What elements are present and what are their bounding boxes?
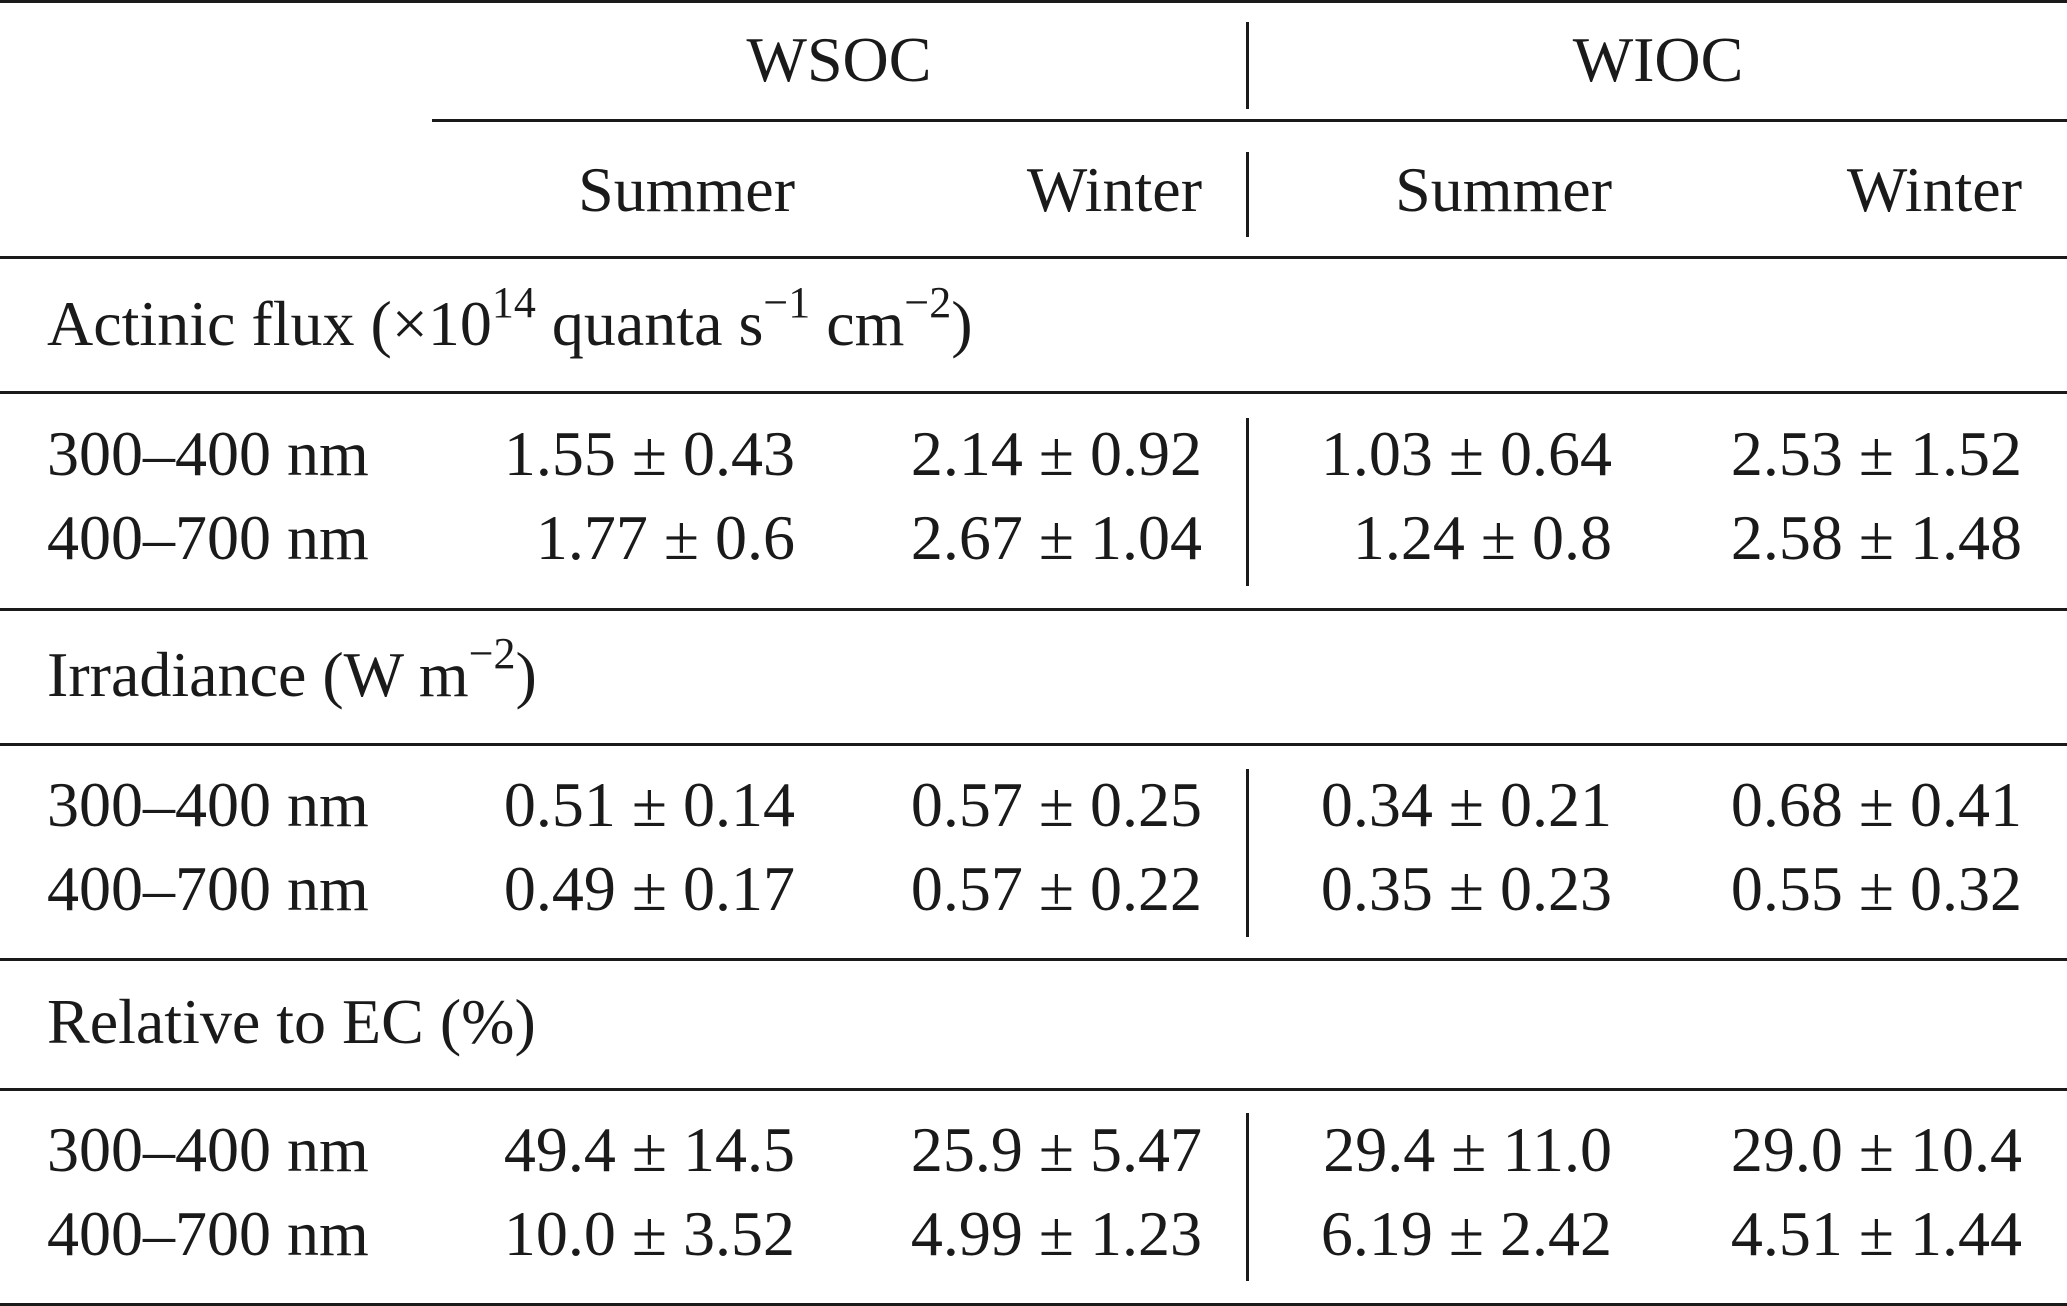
value-cell: 2.53 ± 1.52 [1730, 418, 2022, 489]
group-underline [432, 119, 2067, 122]
value-cell: 29.4 ± 11.0 [1323, 1114, 1612, 1185]
value-cell: 4.51 ± 1.44 [1730, 1198, 2022, 1269]
value-cell: 0.57 ± 0.25 [910, 769, 1202, 840]
top-rule [0, 0, 2067, 3]
value-cell: 0.57 ± 0.22 [910, 853, 1202, 924]
group-separator [1246, 22, 1249, 109]
section-1-end-rule [0, 608, 2067, 611]
header-rule [0, 256, 2067, 259]
value-cell: 0.34 ± 0.21 [1320, 769, 1612, 840]
section-title-irradiance: Irradiance (W m−2) [47, 628, 537, 710]
section-title-actinic-flux: Actinic flux (×1014 quanta s−1 cm−2) [47, 277, 973, 359]
section-title-relative-to-ec: Relative to EC (%) [47, 986, 536, 1057]
value-cell: 29.0 ± 10.4 [1730, 1114, 2022, 1185]
value-cell: 0.51 ± 0.14 [503, 769, 795, 840]
value-cell: 25.9 ± 5.47 [910, 1114, 1202, 1185]
value-cell: 0.35 ± 0.23 [1320, 853, 1612, 924]
section-1-rule [0, 391, 2067, 394]
season-separator [1246, 152, 1249, 237]
value-cell: 10.0 ± 3.52 [503, 1198, 795, 1269]
season-header-wsoc-winter: Winter [1026, 154, 1202, 225]
section-2-rule [0, 743, 2067, 746]
season-header-wioc-summer: Summer [1395, 154, 1612, 225]
section-2-separator [1246, 769, 1249, 937]
value-cell: 2.67 ± 1.04 [910, 502, 1202, 573]
group-header-wsoc: WSOC [746, 24, 932, 95]
value-cell: 1.24 ± 0.8 [1352, 502, 1612, 573]
value-cell: 4.99 ± 1.23 [910, 1198, 1202, 1269]
season-header-wsoc-summer: Summer [578, 154, 795, 225]
season-header-wioc-winter: Winter [1846, 154, 2022, 225]
value-cell: 6.19 ± 2.42 [1320, 1198, 1612, 1269]
value-cell: 0.68 ± 0.41 [1730, 769, 2022, 840]
bottom-rule [0, 1303, 2067, 1306]
value-cell: 0.55 ± 0.32 [1730, 853, 2022, 924]
section-3-separator [1246, 1113, 1249, 1281]
row-label: 300–400 nm [47, 769, 369, 840]
value-cell: 49.4 ± 14.5 [503, 1114, 795, 1185]
value-cell: 1.77 ± 0.6 [535, 502, 795, 573]
value-cell: 2.58 ± 1.48 [1730, 502, 2022, 573]
value-cell: 1.03 ± 0.64 [1320, 418, 1612, 489]
value-cell: 1.55 ± 0.43 [503, 418, 795, 489]
row-label: 300–400 nm [47, 418, 369, 489]
value-cell: 0.49 ± 0.17 [503, 853, 795, 924]
section-2-end-rule [0, 958, 2067, 961]
row-label: 300–400 nm [47, 1114, 369, 1185]
row-label: 400–700 nm [47, 1198, 369, 1269]
section-1-separator [1246, 418, 1249, 586]
section-3-rule [0, 1088, 2067, 1091]
group-header-wioc: WIOC [1572, 24, 1744, 95]
row-label: 400–700 nm [47, 853, 369, 924]
row-label: 400–700 nm [47, 502, 369, 573]
value-cell: 2.14 ± 0.92 [910, 418, 1202, 489]
